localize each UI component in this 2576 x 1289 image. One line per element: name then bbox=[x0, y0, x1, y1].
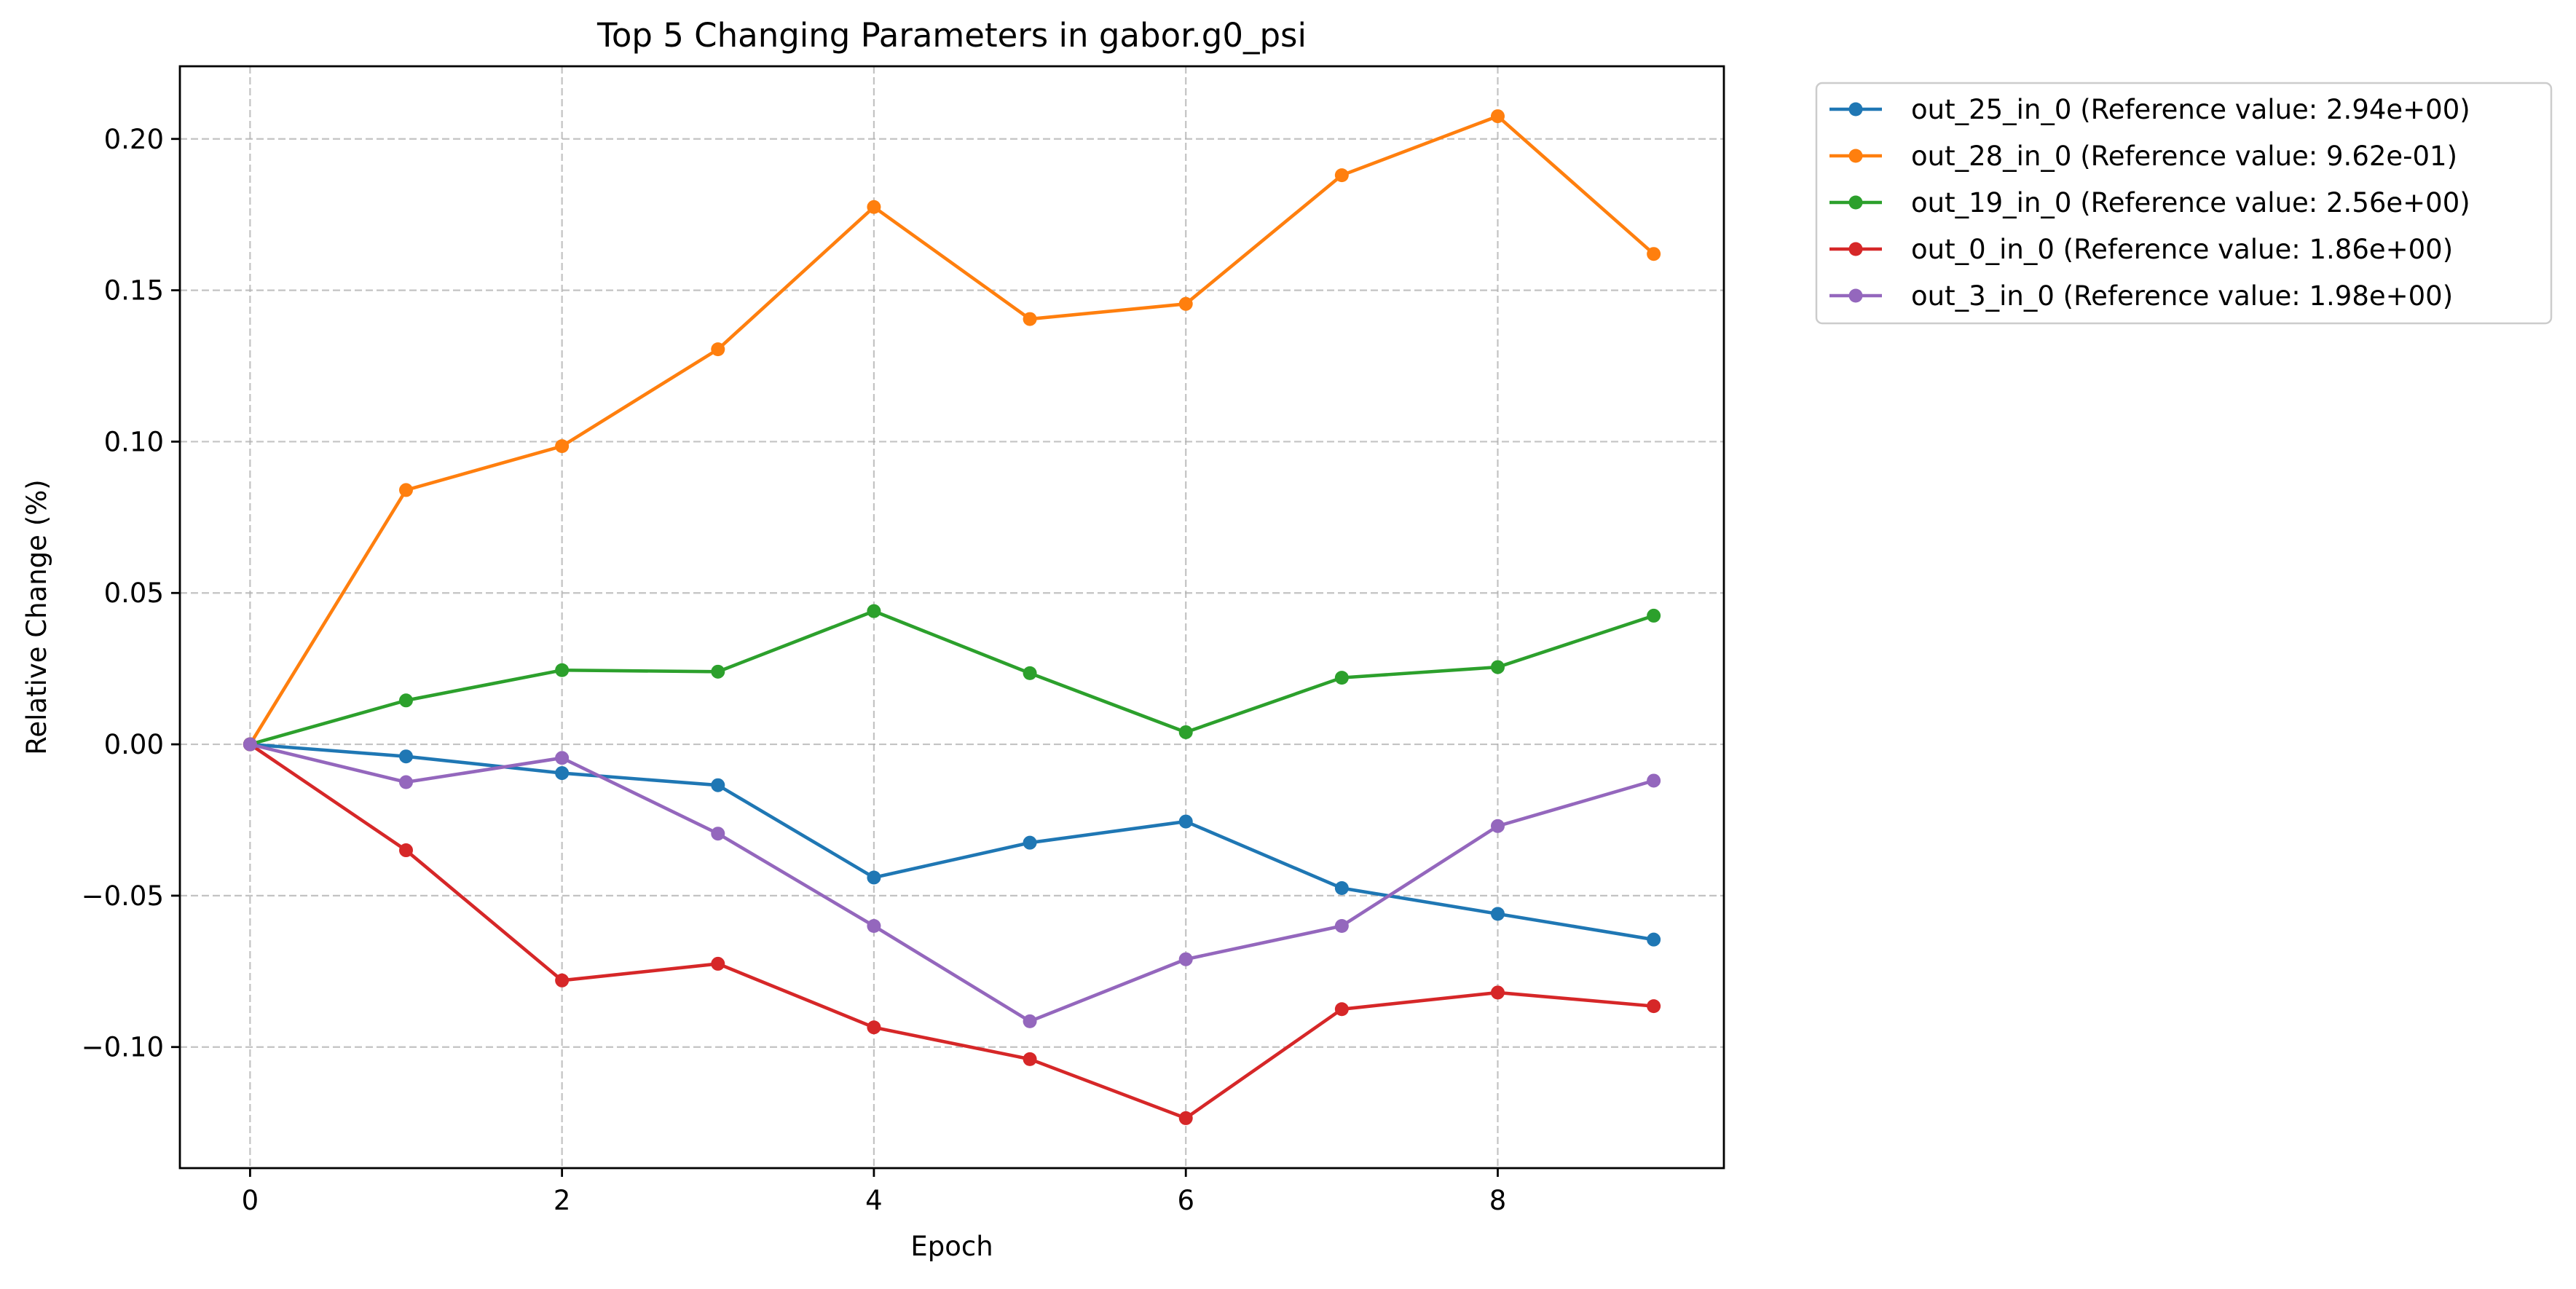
data-point bbox=[711, 827, 725, 841]
legend-box bbox=[1815, 82, 2553, 325]
data-point bbox=[867, 604, 881, 618]
data-point bbox=[1023, 835, 1037, 850]
data-point bbox=[1647, 247, 1661, 261]
data-point bbox=[1023, 666, 1037, 680]
series-out_19_in_0 bbox=[243, 604, 1661, 752]
y-tick-label: −0.05 bbox=[82, 880, 164, 912]
data-point bbox=[1647, 608, 1661, 623]
legend: out_25_in_0 (Reference value: 2.94e+00) o… bbox=[1815, 82, 2553, 325]
data-point bbox=[711, 664, 725, 679]
data-point bbox=[867, 200, 881, 214]
data-point bbox=[1647, 932, 1661, 947]
data-point bbox=[1178, 725, 1193, 739]
x-tick-label: 8 bbox=[1489, 1185, 1507, 1216]
data-point bbox=[1490, 985, 1505, 1000]
data-point bbox=[1178, 814, 1193, 829]
y-tick-label: 0.20 bbox=[104, 124, 164, 155]
data-point bbox=[1647, 999, 1661, 1014]
data-point bbox=[711, 956, 725, 971]
series-layer bbox=[243, 109, 1661, 1125]
data-point bbox=[1334, 918, 1349, 933]
x-axis-label: Epoch bbox=[910, 1231, 993, 1262]
data-point bbox=[399, 749, 414, 764]
legend-swatch-marker bbox=[1848, 195, 1863, 210]
y-tick-label: 0.05 bbox=[104, 578, 164, 609]
data-point bbox=[1490, 907, 1505, 921]
data-point bbox=[711, 342, 725, 357]
data-point bbox=[1490, 660, 1505, 674]
data-point bbox=[399, 843, 414, 858]
data-point bbox=[1334, 671, 1349, 685]
legend-label: out_28_in_0 (Reference value: 9.62e-01) bbox=[1911, 141, 2457, 172]
data-point bbox=[399, 775, 414, 789]
data-point bbox=[867, 870, 881, 885]
data-point bbox=[1023, 312, 1037, 326]
data-point bbox=[1178, 296, 1193, 311]
y-tick-label: 0.15 bbox=[104, 275, 164, 307]
y-tick-label: −0.10 bbox=[82, 1032, 164, 1063]
data-point bbox=[1647, 773, 1661, 788]
series-line bbox=[249, 609, 1655, 746]
legend-swatch-marker bbox=[1848, 149, 1863, 163]
x-tick-label: 6 bbox=[1177, 1185, 1194, 1216]
legend-entry: out_3_in_0 (Reference value: 1.98e+00) bbox=[1829, 280, 2453, 312]
legend-label: out_3_in_0 (Reference value: 1.98e+00) bbox=[1911, 280, 2453, 312]
data-point bbox=[555, 973, 570, 988]
data-point bbox=[555, 766, 570, 781]
data-point bbox=[1490, 109, 1505, 124]
legend-entry: out_25_in_0 (Reference value: 2.94e+00) bbox=[1829, 94, 2470, 125]
series-out_0_in_0 bbox=[243, 737, 1661, 1125]
data-point bbox=[243, 737, 257, 752]
legend-label: out_25_in_0 (Reference value: 2.94e+00) bbox=[1911, 94, 2470, 125]
data-point bbox=[1178, 952, 1193, 966]
x-tick-label: 0 bbox=[242, 1185, 259, 1216]
data-point bbox=[399, 693, 414, 708]
data-point bbox=[867, 918, 881, 933]
legend-swatch-marker bbox=[1848, 288, 1863, 303]
chart-title: Top 5 Changing Parameters in gabor.g0_ps… bbox=[596, 16, 1307, 55]
data-point bbox=[1178, 1111, 1193, 1125]
y-tick-label: 0.10 bbox=[104, 426, 164, 457]
data-point bbox=[555, 663, 570, 677]
data-point bbox=[1334, 168, 1349, 183]
data-point bbox=[1334, 1002, 1349, 1017]
x-tick-label: 2 bbox=[554, 1185, 571, 1216]
y-tick-label: 0.00 bbox=[104, 729, 164, 760]
series-line bbox=[249, 743, 1654, 1120]
series-out_3_in_0 bbox=[243, 737, 1661, 1028]
data-point bbox=[1023, 1052, 1037, 1066]
series-line bbox=[249, 742, 1655, 1023]
legend-entry: out_28_in_0 (Reference value: 9.62e-01) bbox=[1829, 141, 2457, 172]
legend-label: out_0_in_0 (Reference value: 1.86e+00) bbox=[1911, 234, 2453, 265]
data-point bbox=[1334, 881, 1349, 896]
axis-ticks: 0 2 4 6 8 −0.10 −0.05 0.00 0.05 0.10 0.15 0.20 bbox=[82, 124, 1507, 1216]
data-point bbox=[867, 1020, 881, 1035]
y-axis-label: Relative Change (%) bbox=[21, 479, 52, 754]
series-line bbox=[250, 742, 1655, 942]
data-point bbox=[399, 483, 414, 497]
data-point bbox=[555, 751, 570, 765]
data-point bbox=[1490, 819, 1505, 833]
data-point bbox=[1023, 1014, 1037, 1028]
x-tick-label: 4 bbox=[865, 1185, 883, 1216]
legend-swatch-marker bbox=[1848, 102, 1863, 117]
legend-label: out_19_in_0 (Reference value: 2.56e+00) bbox=[1911, 187, 2470, 218]
data-point bbox=[555, 439, 570, 454]
legend-entry: out_0_in_0 (Reference value: 1.86e+00) bbox=[1829, 234, 2453, 265]
data-point bbox=[711, 778, 725, 792]
plot-frame bbox=[178, 65, 1725, 1170]
legend-entry: out_19_in_0 (Reference value: 2.56e+00) bbox=[1829, 187, 2470, 218]
legend-swatch-marker bbox=[1848, 242, 1863, 256]
series-line bbox=[248, 114, 1655, 746]
